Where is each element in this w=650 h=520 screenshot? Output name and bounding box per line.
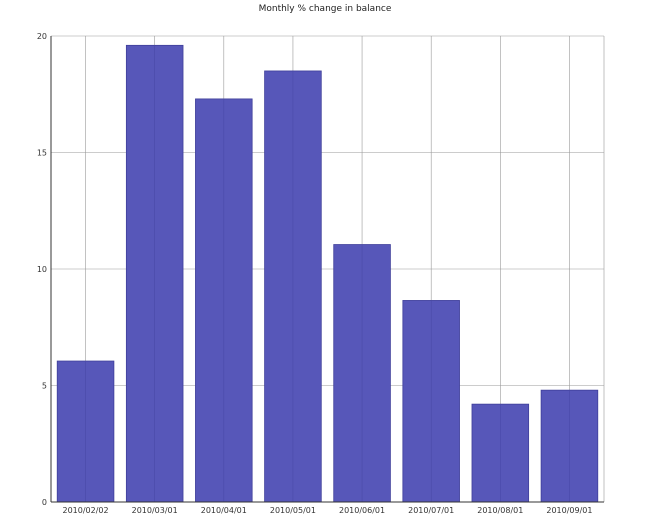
x-tick-label: 2010/05/01: [270, 506, 316, 515]
y-tick-label: 15: [37, 149, 47, 158]
y-tick-label: 0: [42, 498, 47, 507]
y-tick-label: 5: [42, 382, 47, 391]
x-tick-label: 2010/08/01: [477, 506, 523, 515]
x-tick-label: 2010/02/02: [63, 506, 109, 515]
chart-title: Monthly % change in balance: [258, 4, 392, 14]
x-tick-label: 2010/09/01: [546, 506, 592, 515]
x-tick-label: 2010/04/01: [201, 506, 247, 515]
x-tick-label: 2010/07/01: [408, 506, 454, 515]
y-tick-label: 20: [37, 32, 47, 41]
x-tick-label: 2010/03/01: [132, 506, 178, 515]
x-tick-label: 2010/06/01: [339, 506, 385, 515]
y-tick-label: 10: [37, 265, 47, 274]
